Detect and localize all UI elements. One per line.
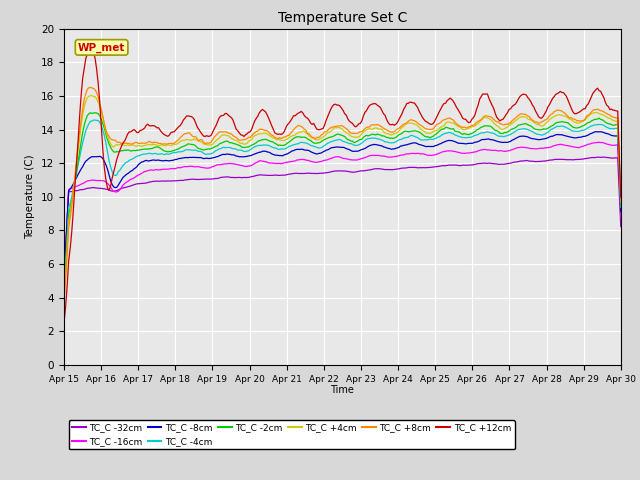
- Title: Temperature Set C: Temperature Set C: [278, 11, 407, 25]
- Legend: TC_C -32cm, TC_C -16cm, TC_C -8cm, TC_C -4cm, TC_C -2cm, TC_C +4cm, TC_C +8cm, T: TC_C -32cm, TC_C -16cm, TC_C -8cm, TC_C …: [68, 420, 515, 449]
- Text: WP_met: WP_met: [78, 42, 125, 52]
- X-axis label: Time: Time: [330, 385, 355, 395]
- Y-axis label: Temperature (C): Temperature (C): [26, 155, 35, 239]
